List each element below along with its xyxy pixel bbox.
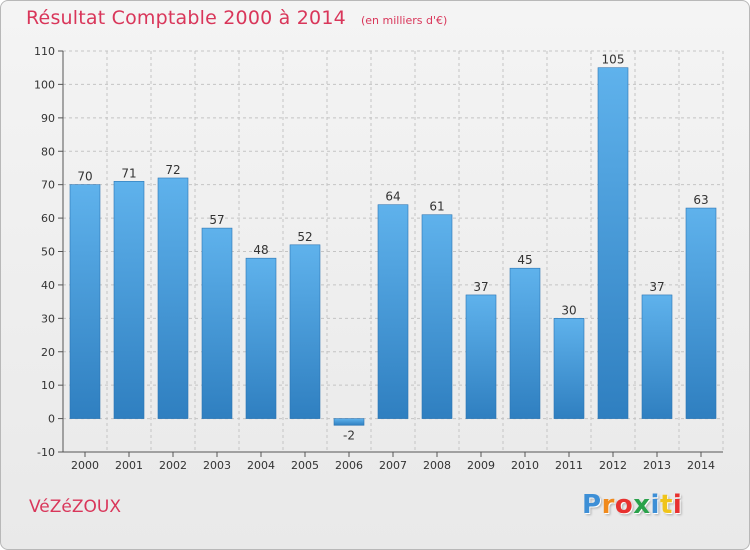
data-label: 37 — [473, 280, 488, 294]
x-tick-label: 2000 — [71, 459, 99, 472]
proxiti-logo: Proxiti — [582, 490, 682, 520]
bar — [289, 244, 321, 419]
y-tick-label: 70 — [41, 179, 55, 192]
logo-letter: o — [614, 490, 634, 520]
bar — [333, 418, 365, 426]
x-tick-label: 2002 — [159, 459, 187, 472]
y-tick-label: 0 — [48, 413, 55, 426]
bar — [685, 207, 717, 419]
logo-letter: r — [601, 490, 615, 520]
x-tick-label: 2007 — [379, 459, 407, 472]
data-label: 71 — [121, 166, 136, 180]
bar — [421, 214, 453, 419]
x-tick-label: 2009 — [467, 459, 495, 472]
bar — [641, 294, 673, 419]
data-label: 37 — [649, 280, 664, 294]
axes: -10 0 10 20 30 40 50 60 70 80 90 100 110 2000 2001 2002… — [34, 45, 723, 472]
chart-title: Résultat Comptable 2000 à 2014 — [26, 7, 346, 29]
x-tick-label: 2004 — [247, 459, 275, 472]
data-label: 105 — [602, 53, 625, 67]
data-label: 48 — [253, 243, 268, 257]
bar — [377, 204, 409, 419]
x-tick-label: 2003 — [203, 459, 231, 472]
data-label: 52 — [297, 230, 312, 244]
data-label: 72 — [165, 163, 180, 177]
x-tick-label: 2006 — [335, 459, 363, 472]
chart-subtitle: (en milliers d'€) — [360, 14, 448, 27]
bar — [465, 294, 497, 419]
bar — [157, 177, 189, 419]
x-tick-label: 2013 — [643, 459, 671, 472]
y-tick-label: 30 — [41, 312, 55, 325]
y-tick-label: 50 — [41, 246, 55, 259]
x-tick-label: 2012 — [599, 459, 627, 472]
x-tick-label: 2010 — [511, 459, 539, 472]
chart-title-row: Résultat Comptable 2000 à 2014 (en milli… — [26, 7, 447, 29]
y-tick-label: 10 — [41, 379, 55, 392]
y-tick-label: 40 — [41, 279, 55, 292]
y-tick-label: 20 — [41, 346, 55, 359]
logo-letter: i — [650, 490, 660, 520]
data-label: 70 — [77, 170, 92, 184]
y-tick-label: 80 — [41, 145, 55, 158]
bar — [201, 227, 233, 419]
bar — [69, 184, 101, 419]
y-tick-label: 60 — [41, 212, 55, 225]
y-tick-label: -10 — [37, 446, 55, 459]
logo-letter: P — [582, 490, 602, 520]
data-label: 30 — [561, 303, 576, 317]
bar — [509, 267, 541, 419]
data-labels: 70 71 72 57 48 52 -2 64 61 37 45 30 105 37 63 — [77, 53, 708, 443]
logo-letter: x — [633, 490, 651, 520]
bar — [597, 67, 629, 419]
x-tick-label: 2001 — [115, 459, 143, 472]
bar — [113, 181, 145, 419]
x-tick-label: 2011 — [555, 459, 583, 472]
x-tick-label: 2008 — [423, 459, 451, 472]
data-label: 45 — [517, 253, 532, 267]
data-label: 57 — [209, 213, 224, 227]
data-label: 64 — [385, 190, 400, 204]
x-tick-label: 2005 — [291, 459, 319, 472]
bar — [553, 318, 585, 419]
data-label: -2 — [343, 428, 355, 442]
logo-letter: i — [672, 490, 683, 520]
commune-name: VéZéZOUX — [29, 497, 121, 517]
logo-letter: t — [659, 490, 673, 520]
x-tick-label: 2014 — [687, 459, 715, 472]
data-label: 61 — [429, 200, 444, 214]
y-tick-label: 100 — [34, 78, 55, 91]
y-tick-label: 90 — [41, 112, 55, 125]
bar — [245, 257, 277, 419]
data-label: 63 — [693, 193, 708, 207]
bars — [69, 67, 717, 426]
y-tick-label: 110 — [34, 45, 55, 58]
